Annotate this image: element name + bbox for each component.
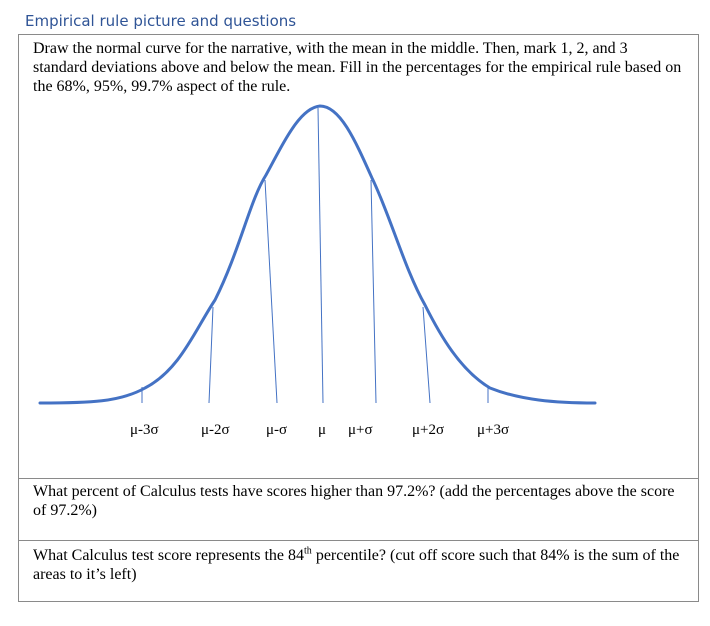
section-heading: Empirical rule picture and questions xyxy=(25,12,297,30)
sd-line-minus-2 xyxy=(208,306,214,404)
label-mu-plus-sigma: μ+σ xyxy=(348,422,373,438)
question-1-text: What percent of Calculus tests have scor… xyxy=(33,483,675,519)
label-mu-plus-3sigma: μ+3σ xyxy=(477,422,509,438)
sd-line-plus-2 xyxy=(422,306,431,404)
bell-curve xyxy=(38,104,597,405)
label-mu-minus-sigma: μ-σ xyxy=(266,422,287,438)
question-1-cell: What percent of Calculus tests have scor… xyxy=(19,478,698,540)
instructions-text: Draw the normal curve for the narrative,… xyxy=(33,40,682,95)
label-mu: μ xyxy=(318,422,326,438)
label-mu-minus-3sigma: μ-3σ xyxy=(130,422,159,438)
question-2-superscript: th xyxy=(304,545,312,557)
question-2-before: What Calculus test score represents the … xyxy=(33,547,305,564)
worksheet-table: Draw the normal curve for the narrative,… xyxy=(18,34,699,602)
question-2-after: percentile? (cut off score such that 84%… xyxy=(33,547,680,583)
sd-line-mean xyxy=(317,107,324,404)
axis-labels: μ-3σ μ-2σ μ-σ μ μ+σ μ+2σ μ+3σ xyxy=(130,422,509,438)
sd-marker-lines xyxy=(141,107,489,404)
label-mu-plus-2sigma: μ+2σ xyxy=(412,422,444,438)
sd-line-plus-1 xyxy=(370,179,377,404)
sd-line-minus-1 xyxy=(264,179,278,404)
question-2-text: What Calculus test score represents the … xyxy=(33,546,684,584)
diagram-cell: Draw the normal curve for the narrative,… xyxy=(19,35,698,478)
label-mu-minus-2sigma: μ-2σ xyxy=(201,422,230,438)
question-2-cell: What Calculus test score represents the … xyxy=(19,540,698,601)
